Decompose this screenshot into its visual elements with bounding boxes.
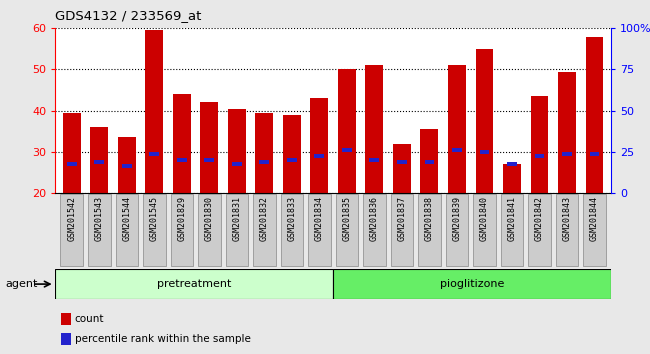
Bar <box>150 152 159 156</box>
Text: GSM201842: GSM201842 <box>535 196 544 241</box>
Bar <box>287 158 297 162</box>
Bar <box>363 194 385 266</box>
Bar <box>507 162 517 166</box>
Bar <box>338 69 356 193</box>
Text: GSM201843: GSM201843 <box>562 196 571 241</box>
Text: count: count <box>75 314 104 324</box>
Bar <box>500 194 523 266</box>
Text: GSM201841: GSM201841 <box>508 196 517 241</box>
Text: GSM201831: GSM201831 <box>232 196 241 241</box>
Bar <box>232 162 242 166</box>
Text: GSM201837: GSM201837 <box>397 196 406 241</box>
Bar <box>61 313 71 325</box>
Bar <box>530 96 549 193</box>
Bar <box>534 154 545 158</box>
Bar <box>315 154 324 158</box>
Text: GSM201835: GSM201835 <box>343 196 352 241</box>
Bar <box>228 109 246 193</box>
Bar <box>473 194 496 266</box>
Bar <box>200 102 218 193</box>
Text: GSM201844: GSM201844 <box>590 196 599 241</box>
Bar <box>118 137 136 193</box>
Text: GSM201832: GSM201832 <box>260 196 269 241</box>
Text: GSM201840: GSM201840 <box>480 196 489 241</box>
Text: GSM201544: GSM201544 <box>122 196 131 241</box>
Text: GSM201543: GSM201543 <box>95 196 104 241</box>
Bar <box>311 98 328 193</box>
Bar <box>116 194 138 266</box>
Bar <box>67 162 77 166</box>
Bar <box>365 65 383 193</box>
Bar <box>418 194 441 266</box>
Bar <box>94 160 104 164</box>
Bar <box>393 144 411 193</box>
Bar <box>335 194 358 266</box>
Bar <box>122 164 132 168</box>
Bar <box>476 49 493 193</box>
Bar <box>480 150 489 154</box>
Bar <box>143 194 166 266</box>
Bar <box>452 148 462 152</box>
Bar <box>253 194 276 266</box>
Bar <box>586 36 603 193</box>
Bar <box>503 164 521 193</box>
Text: GSM201839: GSM201839 <box>452 196 462 241</box>
Text: GSM201542: GSM201542 <box>67 196 76 241</box>
Bar <box>60 194 83 266</box>
Bar <box>63 113 81 193</box>
Bar <box>226 194 248 266</box>
Text: GSM201834: GSM201834 <box>315 196 324 241</box>
Text: GSM201836: GSM201836 <box>370 196 379 241</box>
Bar <box>590 152 599 156</box>
Bar <box>204 158 214 162</box>
Text: GSM201829: GSM201829 <box>177 196 187 241</box>
Text: pioglitizone: pioglitizone <box>440 279 504 289</box>
Bar <box>391 194 413 266</box>
Bar <box>173 94 190 193</box>
Bar <box>528 194 551 266</box>
Text: agent: agent <box>5 279 38 289</box>
Text: GSM201830: GSM201830 <box>205 196 214 241</box>
Bar <box>446 194 468 266</box>
Bar <box>177 158 187 162</box>
Text: GSM201545: GSM201545 <box>150 196 159 241</box>
Bar <box>146 30 163 193</box>
Bar <box>308 194 331 266</box>
Bar <box>556 194 578 266</box>
Bar <box>259 160 269 164</box>
Text: GSM201833: GSM201833 <box>287 196 296 241</box>
Text: pretreatment: pretreatment <box>157 279 231 289</box>
Bar <box>61 333 71 346</box>
Bar <box>424 160 434 164</box>
Text: percentile rank within the sample: percentile rank within the sample <box>75 335 251 344</box>
Bar <box>562 152 572 156</box>
Bar <box>342 148 352 152</box>
Bar <box>333 269 611 299</box>
Bar <box>397 160 407 164</box>
Bar <box>281 194 303 266</box>
Bar <box>88 194 110 266</box>
Text: GSM201838: GSM201838 <box>425 196 434 241</box>
Bar <box>448 65 466 193</box>
Text: GDS4132 / 233569_at: GDS4132 / 233569_at <box>55 9 201 22</box>
Bar <box>421 129 438 193</box>
Bar <box>283 115 301 193</box>
Bar <box>198 194 220 266</box>
Bar <box>369 158 380 162</box>
Bar <box>170 194 193 266</box>
Bar <box>558 72 576 193</box>
Bar <box>90 127 108 193</box>
Bar <box>255 113 273 193</box>
Bar <box>55 269 333 299</box>
Bar <box>583 194 606 266</box>
